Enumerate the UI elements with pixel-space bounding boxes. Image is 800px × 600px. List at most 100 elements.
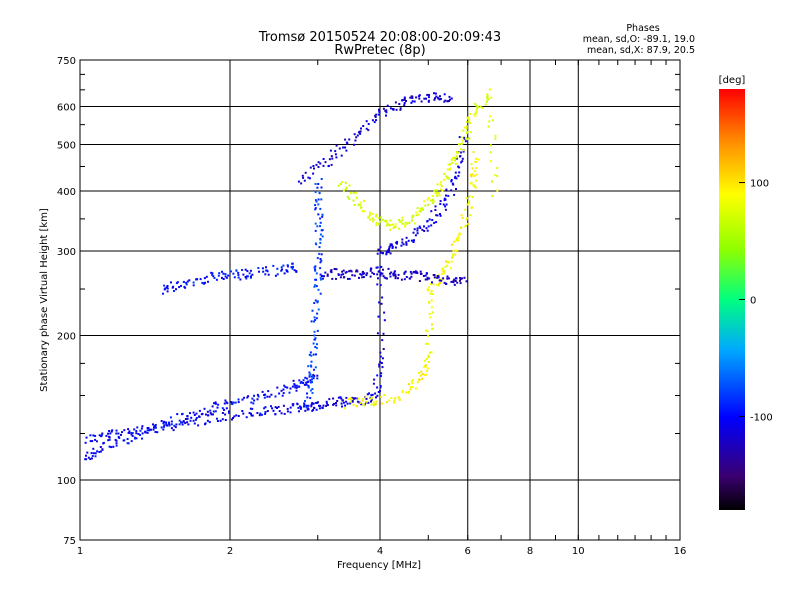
data-point: [233, 415, 236, 418]
data-point: [175, 423, 178, 426]
axes: 1 2 4 6 8 10 16 75 100 200 300 400 500 600 750: [57, 56, 686, 557]
data-point: [381, 218, 384, 221]
data-point: [379, 274, 382, 277]
data-point: [115, 432, 118, 435]
data-point: [186, 421, 189, 424]
data-point: [381, 296, 384, 299]
data-point: [456, 237, 458, 240]
data-point: [221, 276, 223, 279]
data-point: [107, 439, 110, 442]
data-point: [407, 239, 410, 242]
data-point: [406, 222, 409, 225]
data-point: [326, 274, 329, 277]
data-point: [235, 414, 238, 417]
data-point: [249, 276, 252, 279]
data-point: [454, 157, 457, 160]
data-point: [462, 149, 465, 152]
data-point: [309, 166, 312, 169]
data-point: [314, 183, 317, 185]
data-point: [352, 191, 355, 194]
data-point: [223, 408, 225, 411]
data-point: [388, 224, 391, 227]
data-point: [379, 246, 382, 249]
data-point: [92, 434, 95, 437]
data-point: [390, 224, 393, 227]
data-point: [464, 225, 467, 228]
data-point: [465, 218, 468, 221]
data-point: [449, 267, 452, 270]
data-point: [430, 306, 433, 309]
data-point: [453, 240, 456, 243]
data-point: [400, 244, 403, 247]
data-point: [444, 265, 447, 268]
data-point: [413, 239, 415, 242]
data-point: [429, 292, 432, 295]
data-point: [241, 269, 244, 271]
data-point: [298, 385, 301, 388]
data-point: [320, 259, 323, 262]
x-axis-label: Frequency [MHz]: [337, 560, 421, 571]
data-point: [352, 403, 355, 406]
data-point: [216, 420, 219, 422]
data-point: [130, 440, 133, 443]
data-point: [164, 287, 167, 290]
data-point: [150, 428, 152, 431]
data-point: [314, 204, 317, 207]
data-point: [123, 429, 126, 432]
data-point: [139, 429, 142, 432]
data-point: [141, 437, 143, 440]
data-point: [225, 276, 228, 279]
data-point: [423, 200, 426, 203]
data-point: [311, 402, 314, 404]
data-point: [470, 163, 473, 166]
data-point: [475, 160, 477, 163]
data-point: [341, 270, 344, 273]
data-point: [405, 391, 408, 394]
data-point: [421, 228, 424, 231]
data-point: [412, 271, 415, 274]
data-point: [319, 273, 322, 276]
data-point: [339, 183, 342, 186]
data-point: [344, 188, 347, 191]
data-point: [440, 188, 442, 191]
data-point: [226, 402, 229, 405]
data-point: [467, 117, 470, 119]
data-point: [156, 431, 159, 434]
data-point: [205, 413, 207, 416]
data-point: [307, 176, 310, 179]
data-point: [137, 433, 140, 435]
data-point: [133, 436, 136, 439]
data-point: [257, 267, 260, 269]
data-point: [362, 398, 365, 400]
data-point: [444, 208, 447, 211]
data-point: [401, 216, 404, 219]
data-point: [317, 198, 320, 201]
data-point: [351, 399, 354, 402]
data-point: [447, 177, 450, 180]
data-point: [92, 452, 95, 455]
data-point: [477, 158, 480, 161]
data-point: [325, 400, 328, 403]
data-point: [403, 104, 406, 107]
data-point: [309, 389, 312, 392]
data-point: [379, 390, 381, 392]
data-point: [163, 284, 166, 287]
data-point: [297, 180, 300, 183]
data-point: [339, 396, 342, 399]
data-point: [359, 130, 362, 133]
data-point: [464, 208, 467, 211]
data-point: [160, 426, 163, 429]
data-point: [374, 116, 377, 118]
data-point: [310, 354, 313, 357]
data-point: [479, 105, 482, 108]
data-point: [451, 256, 454, 259]
data-point: [353, 133, 356, 136]
data-point: [460, 226, 462, 229]
data-point: [302, 382, 305, 384]
data-point: [133, 428, 136, 431]
data-point: [115, 429, 118, 432]
data-point: [208, 421, 211, 424]
data-point: [413, 100, 416, 103]
data-point: [203, 277, 206, 280]
data-point: [199, 278, 202, 281]
